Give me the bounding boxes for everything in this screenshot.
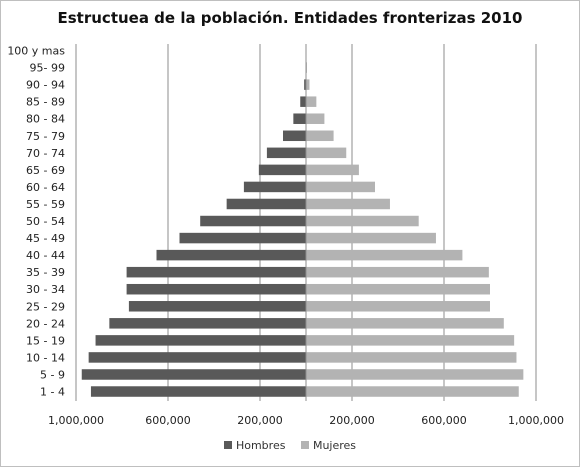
category-label-8: 40 - 44	[26, 249, 65, 262]
bar-mujeres-14	[306, 147, 347, 159]
category-label-3: 15 - 19	[26, 334, 65, 347]
bar-mujeres-18	[306, 79, 310, 90]
bar-hombres-3	[95, 335, 306, 346]
bar-mujeres-17	[306, 96, 317, 107]
legend-swatch-hombres	[223, 441, 232, 449]
bar-hombres-15	[283, 130, 306, 142]
category-label-20: 100 y mas	[7, 45, 65, 58]
x-tick-label-3: 200,000	[329, 414, 375, 427]
bar-mujeres-3	[306, 335, 515, 346]
bar-mujeres-0	[306, 386, 519, 397]
legend-item-hombres: Hombres	[223, 439, 286, 452]
bar-mujeres-15	[306, 130, 334, 142]
category-label-0: 1 - 4	[40, 386, 65, 399]
category-label-5: 25 - 29	[26, 300, 65, 313]
bar-mujeres-13	[306, 164, 359, 176]
category-label-16: 80 - 84	[26, 113, 65, 126]
category-label-18: 90 - 94	[26, 79, 65, 92]
category-label-6: 30 - 34	[26, 283, 65, 296]
category-label-7: 35 - 39	[26, 266, 65, 279]
legend-label-hombres: Hombres	[235, 439, 286, 452]
category-label-14: 70 - 74	[26, 147, 65, 160]
bar-hombres-8	[156, 249, 306, 261]
category-label-1: 5 - 9	[40, 368, 65, 381]
bar-mujeres-7	[306, 266, 489, 278]
bar-hombres-11	[226, 198, 306, 210]
category-label-19: 95- 99	[30, 62, 65, 75]
legend-item-mujeres: Mujeres	[300, 439, 357, 452]
category-label-13: 65 - 69	[26, 164, 65, 177]
bar-hombres-12	[243, 181, 306, 193]
bar-mujeres-11	[306, 198, 390, 210]
bar-mujeres-9	[306, 232, 436, 244]
bar-hombres-14	[266, 147, 306, 159]
legend-label-mujeres: Mujeres	[312, 439, 357, 452]
bar-mujeres-2	[306, 352, 517, 363]
chart-legend: Hombres Mujeres	[0, 439, 580, 452]
bar-mujeres-16	[306, 113, 325, 124]
bar-hombres-2	[88, 352, 307, 363]
x-tick-label-5: 1,000,000	[508, 414, 564, 427]
bar-hombres-9	[179, 232, 306, 244]
chart-title: Estructuea de la población. Entidades fr…	[57, 9, 523, 27]
category-label-2: 10 - 14	[26, 351, 65, 364]
bar-hombres-1	[81, 369, 306, 380]
category-label-12: 60 - 64	[26, 181, 65, 194]
bar-hombres-13	[258, 164, 306, 176]
bar-hombres-10	[200, 215, 306, 227]
bar-hombres-5	[128, 301, 306, 312]
x-tick-label-4: 600,000	[421, 414, 467, 427]
bar-hombres-7	[126, 266, 306, 278]
category-label-11: 55 - 59	[26, 198, 65, 211]
bar-hombres-17	[300, 96, 306, 107]
category-label-4: 20 - 24	[26, 317, 65, 330]
bar-hombres-0	[90, 386, 306, 397]
legend-swatch-mujeres	[300, 441, 309, 449]
x-tick-label-0: 1,000,000	[48, 414, 104, 427]
bar-hombres-16	[293, 113, 306, 124]
bar-hombres-4	[109, 318, 306, 329]
bar-mujeres-4	[306, 318, 504, 329]
category-label-10: 50 - 54	[26, 215, 65, 228]
category-label-17: 85 - 89	[26, 96, 65, 109]
x-tick-label-2: 200,000	[237, 414, 283, 427]
bar-mujeres-8	[306, 249, 463, 261]
bar-mujeres-6	[306, 283, 490, 295]
bar-hombres-18	[304, 79, 306, 90]
bar-mujeres-12	[306, 181, 375, 193]
bar-hombres-6	[126, 283, 306, 295]
x-tick-label-1: 600,000	[145, 414, 191, 427]
bar-mujeres-5	[306, 301, 490, 312]
category-label-15: 75 - 79	[26, 130, 65, 143]
category-label-9: 45 - 49	[26, 232, 65, 245]
bar-mujeres-10	[306, 215, 419, 227]
bar-mujeres-1	[306, 369, 524, 380]
